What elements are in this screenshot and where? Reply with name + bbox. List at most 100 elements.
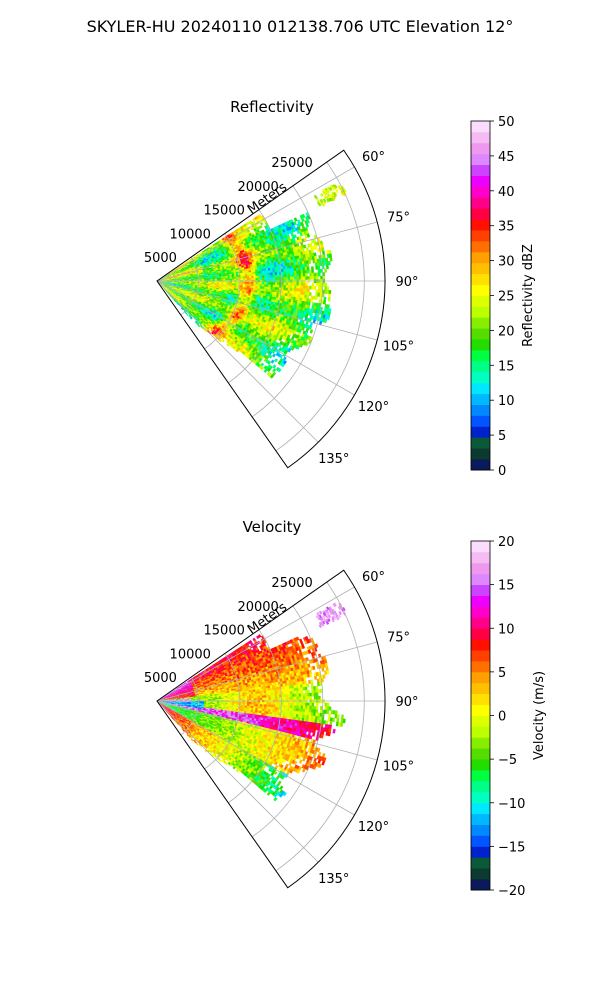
azimuth-tick-label: 135° — [318, 872, 349, 887]
colorbar-label: Reflectivity dBZ — [521, 244, 536, 347]
colorbar-swatch — [471, 573, 490, 586]
range-ring — [251, 185, 324, 418]
colorbar-tick-label: 30 — [498, 255, 515, 270]
colorbar-swatch — [471, 791, 490, 804]
colorbar-swatch — [471, 240, 490, 253]
azimuth-tick-label: 90° — [395, 695, 418, 710]
colorbar-swatch — [471, 748, 490, 760]
colorbar-tick-label: 40 — [498, 185, 515, 200]
colorbar-swatch — [471, 273, 490, 285]
colorbar-tick-label: 15 — [498, 359, 515, 374]
colorbar-swatch — [471, 660, 490, 673]
colorbar-swatch — [471, 759, 490, 771]
reflectivity-panel: Reflectivity500010000150002000025000Mete… — [144, 98, 536, 479]
colorbar-tick-label: 5 — [498, 429, 506, 444]
azimuth-spoke — [156, 700, 355, 816]
colorbar-swatch — [471, 131, 490, 144]
colorbar-swatch — [471, 284, 490, 296]
range-tick-label: 10000 — [170, 227, 211, 242]
colorbar-tick-label: 20 — [498, 535, 515, 550]
colorbar-swatch — [471, 295, 490, 307]
azimuth-tick-label: 60° — [362, 570, 385, 585]
azimuth-spoke — [156, 700, 319, 863]
colorbar-swatch — [471, 350, 490, 362]
colorbar-swatch — [471, 584, 490, 596]
azimuth-tick-label: 105° — [383, 760, 414, 775]
colorbar-swatch — [471, 726, 490, 738]
colorbar-swatch — [471, 606, 490, 618]
colorbar-swatch — [471, 328, 490, 340]
colorbar-swatch — [471, 737, 490, 749]
azimuth-tick-label: 135° — [318, 452, 349, 467]
colorbar-swatch — [471, 846, 490, 858]
colorbar-swatch — [471, 835, 490, 847]
figure-title: SKYLER-HU 20240110 012138.706 UTC Elevat… — [87, 17, 514, 36]
range-ring — [275, 581, 365, 872]
colorbar-swatch — [471, 339, 490, 351]
colorbar-tick-label: 5 — [498, 666, 506, 681]
azimuth-spoke — [156, 641, 378, 702]
colorbar-swatch — [471, 802, 490, 815]
range-tick-label: 5000 — [144, 251, 177, 266]
colorbar-swatch — [471, 650, 490, 662]
colorbar-swatch — [471, 682, 490, 695]
sector-frame — [156, 149, 386, 469]
azimuth-spoke — [156, 166, 355, 282]
range-tick-label: 5000 — [144, 671, 177, 686]
azimuth-spoke — [156, 280, 378, 341]
azimuth-tick-label: 105° — [383, 340, 414, 355]
colorbar-swatch — [471, 551, 490, 564]
colorbar-tick-label: 45 — [498, 150, 515, 165]
colorbar: 0 5 10 15 20 25 30 35 40 45 50 Reflectivity dBZ — [470, 115, 536, 479]
range-tick-label: 20000 — [237, 180, 278, 195]
colorbar-swatch — [471, 448, 490, 460]
range-ring — [204, 653, 241, 770]
colorbar-swatch — [471, 824, 490, 836]
colorbar-swatch — [471, 437, 490, 449]
colorbar-swatch — [471, 306, 490, 318]
polar-grid — [156, 581, 385, 872]
colorbar-swatch — [471, 393, 490, 405]
colorbar-swatch — [471, 230, 490, 242]
azimuth-tick-label: 120° — [358, 400, 389, 415]
colorbar-swatch — [471, 153, 490, 166]
colorbar-tick-label: 10 — [498, 622, 515, 637]
colorbar-tick-label: −10 — [498, 797, 525, 812]
range-ring — [228, 209, 282, 384]
colorbar-swatch — [471, 671, 490, 684]
colorbar-swatch — [471, 175, 490, 187]
colorbar-swatch — [471, 415, 490, 427]
colorbar-tick-label: −5 — [498, 753, 517, 768]
colorbar-swatch — [471, 371, 490, 384]
panel-title: Reflectivity — [230, 98, 314, 116]
colorbar-swatch — [471, 142, 490, 155]
colorbar-tick-label: 50 — [498, 115, 515, 130]
colorbar-tick-label: 10 — [498, 394, 515, 409]
colorbar-swatch — [471, 704, 490, 716]
colorbar-swatch — [471, 780, 490, 793]
range-tick-label: 10000 — [170, 647, 211, 662]
range-ring — [275, 161, 365, 452]
colorbar-swatch — [471, 639, 490, 651]
range-ring — [204, 233, 241, 350]
colorbar-label: Velocity (m/s) — [532, 671, 547, 760]
polar-grid — [156, 161, 385, 452]
colorbar-swatch — [471, 879, 490, 891]
range-ring — [228, 629, 282, 804]
colorbar-tick-label: 35 — [498, 220, 515, 235]
colorbar-tick-label: 0 — [498, 464, 506, 479]
colorbar-swatch — [471, 426, 490, 438]
azimuth-spoke — [156, 586, 355, 702]
azimuth-tick-label: 75° — [387, 630, 410, 645]
colorbar-tick-label: −20 — [498, 884, 525, 899]
range-tick-label: 25000 — [271, 156, 312, 171]
colorbar-swatch — [471, 857, 490, 869]
velocity-panel: Velocity500010000150002000025000Meters60… — [144, 518, 547, 899]
colorbar-swatch — [471, 404, 490, 416]
colorbar-swatch — [471, 360, 490, 373]
colorbar-swatch — [471, 562, 490, 575]
colorbar-swatch — [471, 541, 490, 553]
azimuth-tick-label: 120° — [358, 820, 389, 835]
colorbar-swatch — [471, 317, 490, 329]
colorbar-swatch — [471, 208, 490, 220]
